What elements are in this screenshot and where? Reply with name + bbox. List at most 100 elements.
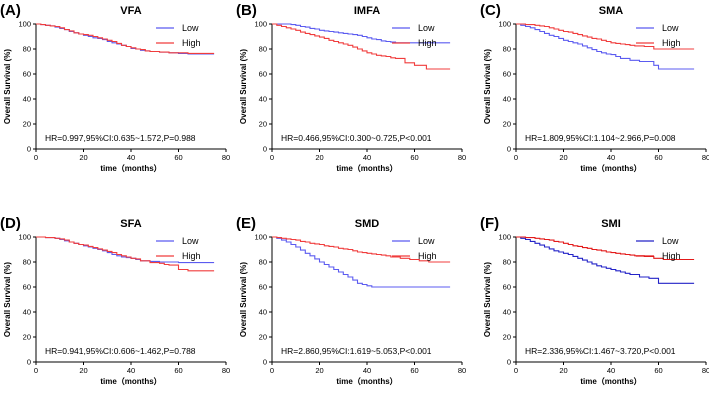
x-tick-label: 60 — [654, 366, 662, 375]
legend-label: Low — [182, 23, 199, 33]
y-tick-label: 60 — [259, 70, 267, 79]
y-tick-label: 40 — [23, 308, 31, 317]
y-tick-label: 80 — [23, 45, 31, 54]
panel-label: (A) — [0, 2, 21, 19]
x-tick-label: 0 — [514, 153, 518, 162]
legend-label: High — [418, 38, 437, 48]
y-tick-label: 20 — [23, 120, 31, 129]
y-tick-label: 100 — [18, 20, 31, 29]
x-tick-label: 40 — [127, 366, 135, 375]
x-tick-label: 80 — [702, 153, 709, 162]
chart-title: SMA — [599, 5, 624, 17]
hazard-ratio-annotation: HR=2.336,95%CI:1.467~3.720,P<0.001 — [525, 346, 676, 356]
legend-label: Low — [418, 23, 435, 33]
x-tick-label: 60 — [174, 153, 182, 162]
legend-label: High — [662, 38, 681, 48]
x-tick-label: 20 — [79, 366, 87, 375]
x-tick-label: 0 — [514, 366, 518, 375]
x-tick-label: 20 — [315, 153, 323, 162]
y-tick-label: 100 — [498, 233, 511, 242]
y-tick-label: 100 — [254, 20, 267, 29]
x-tick-label: 20 — [315, 366, 323, 375]
x-tick-label: 0 — [270, 366, 274, 375]
y-tick-label: 80 — [259, 258, 267, 267]
legend-label: Low — [418, 236, 435, 246]
y-axis-label: Overall Survival (%) — [483, 262, 492, 337]
y-axis-label: Overall Survival (%) — [239, 262, 248, 337]
panel-label: (C) — [480, 2, 501, 19]
x-tick-label: 20 — [559, 366, 567, 375]
x-tick-label: 60 — [410, 153, 418, 162]
x-axis-label: time（months） — [100, 376, 161, 386]
chart-title: IMFA — [354, 5, 380, 17]
y-tick-label: 100 — [18, 233, 31, 242]
y-tick-label: 80 — [23, 258, 31, 267]
y-tick-label: 0 — [263, 358, 267, 367]
x-tick-label: 20 — [559, 153, 567, 162]
survival-curve-high — [36, 236, 215, 272]
x-tick-label: 60 — [410, 366, 418, 375]
panel-label: (E) — [236, 215, 256, 232]
y-tick-label: 20 — [259, 120, 267, 129]
x-axis-label: time（months） — [100, 163, 161, 173]
survival-curve-high — [36, 23, 215, 54]
y-tick-label: 0 — [507, 145, 511, 154]
legend-label: High — [182, 251, 201, 261]
legend-label: Low — [662, 236, 679, 246]
y-tick-label: 20 — [503, 333, 511, 342]
y-tick-label: 0 — [27, 145, 31, 154]
panel-label: (F) — [480, 215, 499, 232]
survival-curve-low — [516, 236, 695, 284]
survival-curve-low — [516, 23, 695, 70]
hazard-ratio-annotation: HR=0.997,95%CI:0.635~1.572,P=0.988 — [45, 133, 196, 143]
y-tick-label: 20 — [23, 333, 31, 342]
panel-label: (B) — [236, 2, 257, 19]
survival-curve-high — [272, 236, 451, 263]
hazard-ratio-annotation: HR=2.860,95%CI:1.619~5.053,P<0.001 — [281, 346, 432, 356]
x-tick-label: 80 — [222, 366, 230, 375]
hazard-ratio-annotation: HR=0.466,95%CI:0.300~0.725,P<0.001 — [281, 133, 432, 143]
y-tick-label: 60 — [23, 70, 31, 79]
legend-label: High — [182, 38, 201, 48]
x-tick-label: 80 — [702, 366, 709, 375]
survival-curve-low — [272, 236, 451, 288]
chart-title: VFA — [120, 5, 141, 17]
y-axis-label: Overall Survival (%) — [483, 49, 492, 124]
y-tick-label: 40 — [503, 95, 511, 104]
y-tick-label: 80 — [259, 45, 267, 54]
panel-label: (D) — [0, 215, 21, 232]
survival-curve-high — [516, 23, 695, 50]
legend-label: High — [662, 251, 681, 261]
hazard-ratio-annotation: HR=1.809,95%CI:1.104~2.966,P=0.008 — [525, 133, 676, 143]
y-tick-label: 80 — [503, 258, 511, 267]
chart-panel: (C) SMA 0 20 40 60 80 100 0 20 40 60 80 time（months） O… — [480, 2, 709, 173]
x-tick-label: 40 — [607, 366, 615, 375]
y-tick-label: 20 — [259, 333, 267, 342]
legend-label: High — [418, 251, 437, 261]
y-tick-label: 80 — [503, 45, 511, 54]
y-tick-label: 100 — [254, 233, 267, 242]
chart-title: SMI — [601, 218, 621, 230]
y-tick-label: 60 — [23, 283, 31, 292]
chart-title: SFA — [120, 218, 141, 230]
survival-curve-high — [516, 236, 695, 261]
y-tick-label: 0 — [263, 145, 267, 154]
x-tick-label: 0 — [34, 153, 38, 162]
x-tick-label: 60 — [174, 366, 182, 375]
chart-title: SMD — [355, 218, 380, 230]
y-tick-label: 40 — [259, 308, 267, 317]
x-tick-label: 80 — [458, 153, 466, 162]
y-tick-label: 60 — [503, 283, 511, 292]
chart-panel: (F) SMI 0 20 40 60 80 100 0 20 40 60 80 time（months） O… — [480, 215, 709, 386]
x-axis-label: time（months） — [580, 376, 641, 386]
x-tick-label: 40 — [363, 153, 371, 162]
x-tick-label: 40 — [607, 153, 615, 162]
y-tick-label: 60 — [503, 70, 511, 79]
x-axis-label: time（months） — [336, 163, 397, 173]
y-axis-label: Overall Survival (%) — [239, 49, 248, 124]
x-tick-label: 0 — [270, 153, 274, 162]
chart-panel: (B) IMFA 0 20 40 60 80 100 0 20 40 60 80 time（months）… — [236, 2, 466, 173]
hazard-ratio-annotation: HR=0.941,95%CI:0.606~1.462,P=0.788 — [45, 346, 196, 356]
survival-curve-high — [272, 23, 451, 70]
y-tick-label: 40 — [503, 308, 511, 317]
